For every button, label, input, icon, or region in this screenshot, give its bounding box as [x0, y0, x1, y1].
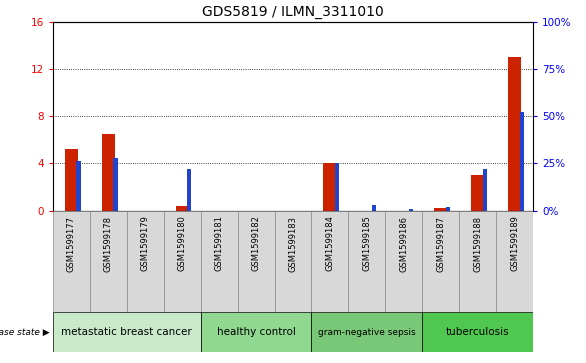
Bar	[483, 169, 487, 211]
Text: healthy control: healthy control	[217, 327, 295, 337]
Bar	[127, 211, 163, 312]
Text: GSM1599185: GSM1599185	[362, 216, 372, 272]
Text: GSM1599178: GSM1599178	[104, 216, 113, 272]
Bar	[372, 205, 376, 211]
Bar	[423, 312, 533, 352]
Text: GSM1599187: GSM1599187	[437, 216, 445, 272]
Bar	[274, 211, 312, 312]
Text: disease state ▶: disease state ▶	[0, 328, 50, 337]
Bar	[335, 163, 339, 211]
Text: GSM1599182: GSM1599182	[251, 216, 261, 272]
Title: GDS5819 / ILMN_3311010: GDS5819 / ILMN_3311010	[202, 5, 384, 19]
Text: metastatic breast cancer: metastatic breast cancer	[62, 327, 192, 337]
Bar	[496, 211, 533, 312]
Bar	[237, 211, 274, 312]
Text: GSM1599180: GSM1599180	[178, 216, 186, 272]
Bar	[471, 175, 484, 211]
Bar	[349, 211, 386, 312]
Bar	[176, 206, 189, 211]
Bar	[53, 211, 90, 312]
Text: GSM1599179: GSM1599179	[141, 216, 149, 272]
Bar	[53, 312, 200, 352]
Bar	[520, 113, 524, 211]
Bar	[187, 169, 192, 211]
Text: GSM1599177: GSM1599177	[67, 216, 76, 272]
Bar	[323, 163, 336, 211]
Bar	[459, 211, 496, 312]
Bar	[312, 211, 349, 312]
Bar	[200, 211, 237, 312]
Bar	[200, 312, 312, 352]
Bar	[409, 209, 413, 211]
Text: gram-negative sepsis: gram-negative sepsis	[318, 328, 415, 337]
Text: GSM1599184: GSM1599184	[325, 216, 335, 272]
Text: tuberculosis: tuberculosis	[446, 327, 510, 337]
Text: GSM1599188: GSM1599188	[473, 216, 482, 272]
Text: GSM1599186: GSM1599186	[400, 216, 408, 272]
Bar	[312, 312, 423, 352]
Bar	[508, 57, 522, 211]
Bar	[102, 134, 115, 211]
Bar	[90, 211, 127, 312]
Bar	[423, 211, 459, 312]
Text: GSM1599181: GSM1599181	[214, 216, 224, 272]
Bar	[76, 162, 80, 211]
Bar	[163, 211, 200, 312]
Text: GSM1599189: GSM1599189	[510, 216, 519, 272]
Bar	[434, 208, 447, 211]
Text: GSM1599183: GSM1599183	[288, 216, 298, 272]
Bar	[386, 211, 423, 312]
Bar	[113, 158, 118, 211]
Bar	[446, 207, 450, 211]
Bar	[64, 149, 78, 211]
